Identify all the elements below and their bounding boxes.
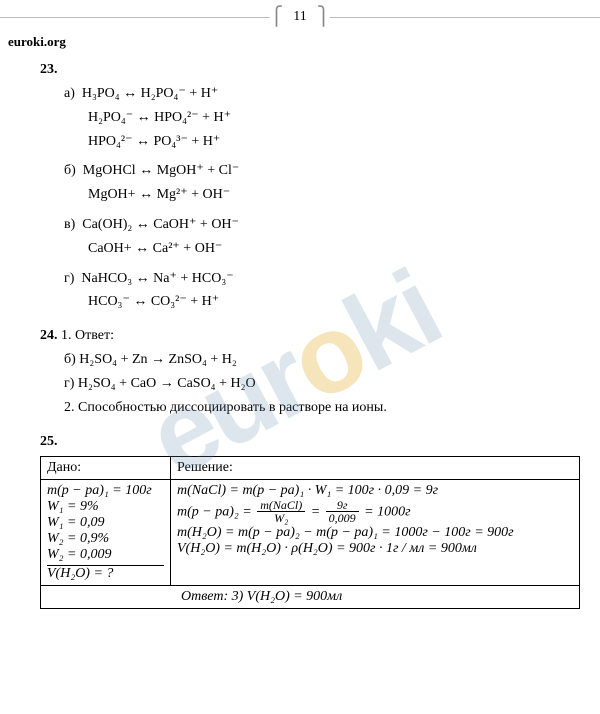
frac-num: m(NaCl) bbox=[257, 499, 305, 513]
p25-answer: Ответ: 3) V(H₂O) = 900мл bbox=[181, 589, 342, 604]
p24-g-label: г) bbox=[64, 376, 74, 391]
page-number: 11 bbox=[283, 9, 316, 25]
given-line: m(p − ра)₁ = 100г bbox=[47, 483, 164, 499]
sol-line-3: m(H₂O) = m(p − ра)₂ − m(p − ра)₁ = 1000г… bbox=[177, 525, 573, 541]
content: 23. а) H₃PO₄ ↔ H₂PO₄⁻ + H⁺ H₂PO₄⁻ ↔ HPO₄… bbox=[40, 54, 576, 609]
given-header: Дано: bbox=[41, 456, 171, 479]
given-line: W₁ = 9% bbox=[47, 499, 164, 515]
p23-g2: HCO₃⁻ ↔ CO₃²⁻ + H⁺ bbox=[88, 290, 576, 314]
given-line: W₂ = 0,009 bbox=[47, 547, 164, 566]
problem-23-number: 23. bbox=[40, 62, 576, 78]
table-header-row: Дано: Решение: bbox=[41, 456, 580, 479]
p24-g: г) H₂SO₄ + CaO → CaSO₄ + H₂O bbox=[64, 372, 576, 396]
frac-num: 9г bbox=[326, 499, 359, 513]
p24-b-label: б) bbox=[64, 352, 76, 367]
sol2-lhs: m(p − ра)₂ = bbox=[177, 504, 252, 519]
given-cell: m(p − ра)₁ = 100г W₁ = 9% W₁ = 0,09 W₂ =… bbox=[41, 479, 171, 585]
site-label: euroki.org bbox=[8, 34, 66, 50]
table-body-row: m(p − ра)₁ = 100г W₁ = 9% W₁ = 0,09 W₂ =… bbox=[41, 479, 580, 585]
table-answer-row: Ответ: 3) V(H₂O) = 900мл bbox=[41, 585, 580, 608]
given-line: W₂ = 0,9% bbox=[47, 531, 164, 547]
sol2-rhs: = 1000г bbox=[364, 504, 410, 519]
problem-24-number: 24. 1. Ответ: bbox=[40, 328, 576, 344]
p23-v1: в) Ca(OH)₂ ↔ CaOH⁺ + OH⁻ bbox=[64, 213, 576, 237]
p24-num: 24. bbox=[40, 328, 58, 343]
p23-g-label: г) bbox=[64, 271, 74, 286]
p23-b-label: б) bbox=[64, 163, 76, 178]
bracket-left: ⎧ bbox=[270, 6, 284, 28]
page-number-frame: ⎧ 11 ⎫ bbox=[270, 6, 330, 28]
p25-table: Дано: Решение: m(p − ра)₁ = 100г W₁ = 9%… bbox=[40, 456, 580, 609]
p23-v1-eq: Ca(OH)₂ ↔ CaOH⁺ + OH⁻ bbox=[82, 217, 239, 232]
p23-g1-eq: NaHCO₃ ↔ Na⁺ + HCO₃⁻ bbox=[81, 271, 233, 286]
p23-a-label: а) bbox=[64, 86, 75, 101]
sol-line-4: V(H₂O) = m(H₂O) · ρ(H₂O) = 900г · 1г / м… bbox=[177, 541, 573, 557]
p23-b1-eq: MgOHCl ↔ MgOH⁺ + Cl⁻ bbox=[83, 163, 239, 178]
sol2-frac1: m(NaCl) W₂ bbox=[257, 499, 305, 525]
sol-line-1: m(NaCl) = m(p − ра)₁ · W₁ = 100г · 0,09 … bbox=[177, 483, 573, 499]
p23-v-label: в) bbox=[64, 217, 75, 232]
p24-g-eq: H₂SO₄ + CaO → CaSO₄ + H₂O bbox=[78, 376, 256, 391]
problem-25-number: 25. bbox=[40, 434, 576, 450]
p24-b-eq: H₂SO₄ + Zn → ZnSO₄ + H₂ bbox=[79, 352, 236, 367]
p23-v2: CaOH+ ↔ Ca²⁺ + OH⁻ bbox=[88, 237, 576, 261]
sol-line-2: m(p − ра)₂ = m(NaCl) W₂ = 9г 0,009 = 100… bbox=[177, 499, 573, 525]
p24-b: б) H₂SO₄ + Zn → ZnSO₄ + H₂ bbox=[64, 348, 576, 372]
given-line: V(H₂O) = ? bbox=[47, 566, 164, 582]
p23-b1: б) MgOHCl ↔ MgOH⁺ + Cl⁻ bbox=[64, 159, 576, 183]
solution-header: Решение: bbox=[171, 456, 580, 479]
frac-den: W₂ bbox=[257, 512, 305, 525]
p23-a1-eq: H₃PO₄ ↔ H₂PO₄⁻ + H⁺ bbox=[82, 86, 218, 101]
p23-a1: а) H₃PO₄ ↔ H₂PO₄⁻ + H⁺ bbox=[64, 82, 576, 106]
frac-den: 0,009 bbox=[326, 512, 359, 525]
bracket-right: ⎫ bbox=[317, 6, 331, 28]
p23-b2: MgOH+ ↔ Mg²⁺ + OH⁻ bbox=[88, 183, 576, 207]
p23-a2: H₂PO₄⁻ ↔ HPO₄²⁻ + H⁺ bbox=[88, 106, 576, 130]
p24-part2: 2. Способностью диссоциировать в раствор… bbox=[64, 396, 576, 420]
given-line: W₁ = 0,09 bbox=[47, 515, 164, 531]
sol2-eq1: = bbox=[311, 504, 320, 519]
answer-cell: Ответ: 3) V(H₂O) = 900мл bbox=[41, 585, 580, 608]
solution-cell: m(NaCl) = m(p − ра)₁ · W₁ = 100г · 0,09 … bbox=[171, 479, 580, 585]
p23-a3: HPO₄²⁻ ↔ PO₄³⁻ + H⁺ bbox=[88, 130, 576, 154]
p23-g1: г) NaHCO₃ ↔ Na⁺ + HCO₃⁻ bbox=[64, 267, 576, 291]
p24-part1-label: 1. Ответ: bbox=[61, 328, 114, 343]
sol2-frac2: 9г 0,009 bbox=[326, 499, 359, 525]
